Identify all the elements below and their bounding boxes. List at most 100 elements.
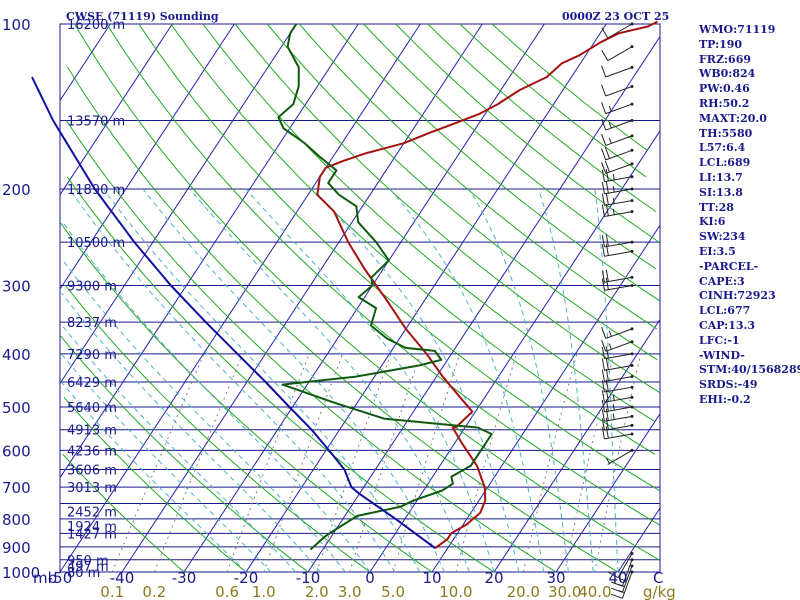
- parcel-trace: [31, 76, 436, 550]
- height-label: 6429 m: [67, 376, 117, 391]
- isotherm-line: [493, 319, 661, 573]
- index-item: KI:6: [699, 215, 726, 229]
- mixing-ratio-line: [111, 353, 205, 573]
- dry-adiabat-line: [202, 23, 655, 422]
- dry-adiabat-line: [138, 23, 660, 491]
- wind-barb: [601, 234, 634, 248]
- temp-tick-label: -50: [48, 569, 73, 587]
- height-label: 1427 m: [67, 527, 117, 542]
- height-label: 3606 m: [67, 463, 117, 478]
- dry-adiabat-line: [266, 23, 658, 361]
- wind-barb: [601, 269, 634, 283]
- dry-adiabat-line: [67, 67, 619, 573]
- index-item: CAPE:3: [699, 274, 745, 288]
- pressure-tick-label: 800: [2, 511, 31, 529]
- wind-barb: [601, 277, 634, 291]
- temp-tick-label: -20: [234, 569, 259, 587]
- dry-adiabat-line: [74, 23, 660, 561]
- wind-barb: [601, 243, 634, 257]
- dry-adiabat-line: [491, 23, 648, 151]
- wind-barb: [606, 448, 634, 465]
- dry-adiabat-line: [66, 176, 495, 573]
- index-item: LFC:-1: [699, 333, 740, 347]
- dry-adiabat-line: [65, 285, 371, 573]
- wind-barb: [601, 147, 634, 161]
- wind-barb: [601, 181, 634, 195]
- pressure-tick-label: 1000: [2, 564, 40, 582]
- pressure-tick-label: 200: [2, 181, 31, 199]
- wind-barb: [601, 426, 634, 440]
- isotherm-line: [245, 23, 607, 573]
- temp-tick-label: 20: [484, 569, 503, 587]
- isotherm-line: [369, 130, 661, 573]
- dry-adiabat-line: [62, 454, 185, 573]
- pressure-tick-label: 600: [2, 442, 31, 460]
- temp-tick-label: -40: [110, 569, 135, 587]
- moist-adiabat-line: [62, 221, 371, 573]
- index-item: STM:40/156828928: [699, 363, 800, 377]
- isotherm-line: [59, 23, 421, 573]
- moist-adiabat-line: [468, 188, 569, 573]
- index-item: TP:190: [699, 37, 743, 51]
- isotherm-line: [59, 23, 111, 101]
- index-item: WB0:824: [699, 67, 756, 81]
- wind-barb: [601, 379, 634, 393]
- height-label: 3013 m: [67, 481, 117, 496]
- wind-barb: [607, 551, 634, 579]
- height-label: 7290 m: [67, 348, 117, 363]
- isotherm-line: [59, 23, 297, 384]
- wind-barb: [601, 417, 634, 431]
- index-item: SW:234: [699, 230, 746, 244]
- pressure-tick-label: 300: [2, 277, 31, 295]
- mixing-ratio-line: [263, 353, 344, 573]
- wind-barb: [601, 357, 634, 371]
- temperature-trace: [316, 20, 658, 549]
- isotherm-line: [617, 507, 661, 573]
- sounding-time: 0000Z 23 OCT 25: [562, 10, 669, 23]
- mixing-ratio-label: 10.0: [439, 583, 472, 600]
- mixing-ratio-label: 0.2: [142, 583, 166, 600]
- wind-barb: [601, 84, 634, 97]
- moist-adiabat-line: [60, 381, 247, 573]
- wind-barb: [601, 346, 634, 360]
- index-item: RH:50.2: [699, 96, 750, 110]
- index-item: MAXT:20.0: [699, 111, 767, 125]
- isotherm-line: [59, 23, 235, 290]
- moist-adiabat-line: [61, 292, 321, 573]
- mixing-ratio-line: [392, 353, 461, 573]
- temp-tick-label: 40: [608, 569, 627, 587]
- isotherm-line: [121, 23, 483, 573]
- mixing-ratio-line: [455, 353, 517, 573]
- pressure-tick-label: 700: [2, 479, 31, 497]
- dry-adiabat-line: [363, 23, 657, 270]
- wind-barb: [601, 118, 634, 131]
- isotherm-line: [59, 23, 359, 478]
- wind-barbs: [601, 22, 634, 599]
- isotherm-line: [183, 23, 545, 573]
- dry-adiabat-line: [298, 23, 658, 330]
- wind-barb: [601, 22, 634, 39]
- index-item: CAP:13.3: [699, 318, 756, 332]
- index-item: TT:28: [699, 200, 734, 214]
- pressure-tick-label: 400: [2, 346, 31, 364]
- wind-barb: [601, 368, 634, 382]
- pressure-tick-label: 100: [2, 16, 31, 34]
- height-label: 9300 m: [67, 279, 117, 294]
- wind-barb: [601, 169, 634, 183]
- mixing-ratio-label: 0.6: [215, 583, 239, 600]
- moist-adiabat-line: [538, 188, 594, 573]
- index-item: EI:3.5: [699, 244, 736, 258]
- temp-tick-label: -30: [172, 569, 197, 587]
- temp-tick-label: -10: [296, 569, 321, 587]
- dry-adiabat-line: [395, 23, 660, 243]
- index-item: -WIND-: [699, 348, 745, 362]
- moist-adiabat-line: [142, 188, 445, 573]
- isotherm-line: [59, 23, 173, 196]
- mixing-ratio-label: 3.0: [338, 583, 362, 600]
- isotherm-line: [307, 36, 661, 573]
- mixing-ratio-line: [153, 353, 244, 573]
- mixing-ratio-label: 1.0: [252, 583, 276, 600]
- index-item: LCL:689: [699, 156, 751, 170]
